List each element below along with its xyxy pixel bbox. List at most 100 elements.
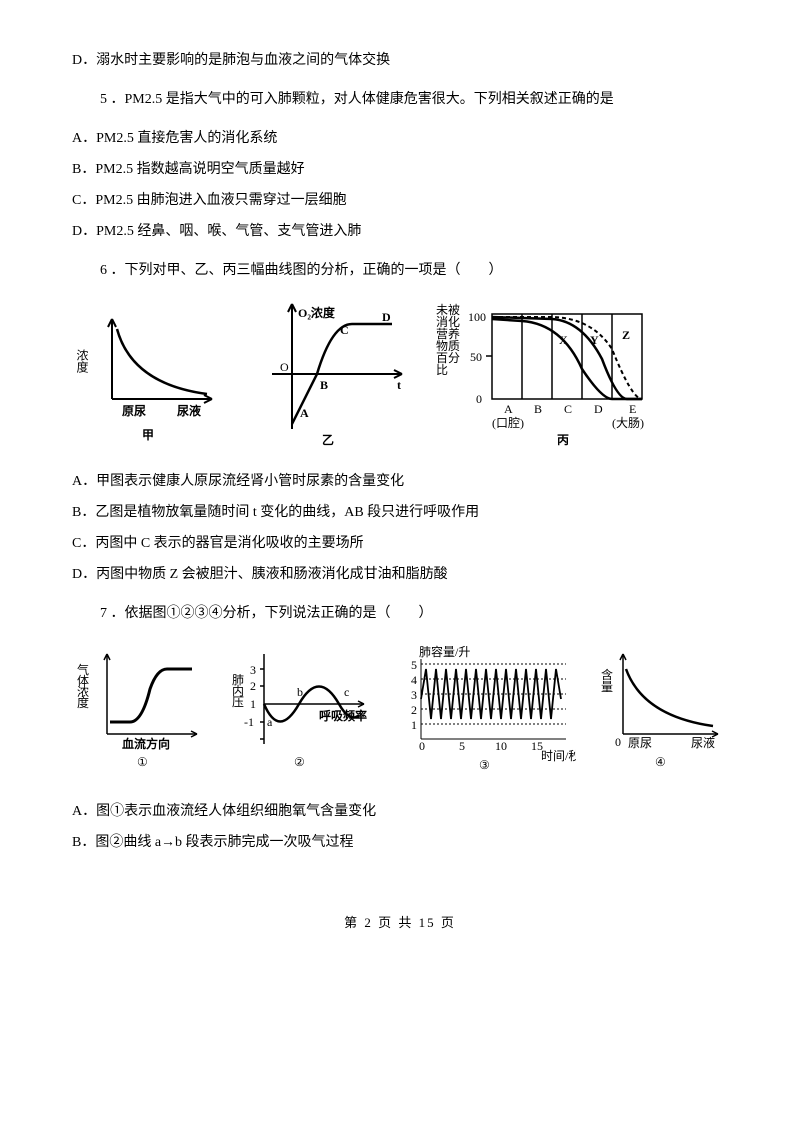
g4-x1: 原尿 — [628, 736, 652, 750]
yi-B: B — [320, 378, 328, 392]
text: C．PM2.5 由肺泡进入血液只需穿过一层细胞 — [72, 193, 347, 208]
q7-stem: 7 ．依据图①②③④分析，下列说法正确的是（ ） — [72, 603, 728, 624]
yi-xlabel: t — [397, 378, 401, 392]
g1-xlabel: 血流方向 — [122, 736, 170, 751]
text: D．丙图中物质 Z 会被胆汁、胰液和肠液消化成甘油和脂肪酸 — [72, 567, 448, 582]
g2-a: a — [267, 715, 273, 729]
q5-option-d: D．PM2.5 经鼻、咽、喉、气管、支气管进入肺 — [72, 221, 728, 242]
g4-caption: ④ — [655, 755, 666, 769]
g1-caption: ① — [137, 755, 148, 769]
figure-4: 含量 0 原尿 尿液 ④ — [593, 644, 728, 781]
g2-t3: 3 — [250, 663, 256, 677]
bing-caption: 丙 — [557, 433, 569, 447]
q7-option-b: B．图②曲线 a→b 段表示肺完成一次吸气过程 — [72, 832, 728, 853]
yi-O: O — [280, 360, 289, 374]
yi-D: D — [382, 310, 391, 324]
q5-option-c: C．PM2.5 由肺泡进入血液只需穿过一层细胞 — [72, 190, 728, 211]
text: 6 ．下列对甲、乙、丙三幅曲线图的分析，正确的一项是（ ） — [100, 263, 503, 278]
text: A．图①表示血液流经人体组织细胞氧气含量变化 — [72, 804, 376, 819]
g2-tn1: -1 — [244, 715, 254, 729]
bing-tick100: 100 — [468, 310, 486, 324]
g3-v5: 5 — [411, 658, 417, 672]
q6-option-b: B．乙图是植物放氧量随时间 t 变化的曲线，AB 段只进行呼吸作用 — [72, 502, 728, 523]
figure-jia: 浓度 原尿 尿液 甲 — [72, 299, 222, 456]
g3-t10: 10 — [495, 739, 507, 753]
text: D．溺水时主要影响的是肺泡与血液之间的气体交换 — [72, 53, 390, 68]
chart-3: 肺容量/升 1 2 3 4 5 0 5 10 15 时间/秒 ③ — [391, 644, 576, 774]
bing-note2: (大肠) — [612, 416, 644, 430]
yi-A: A — [300, 406, 309, 420]
g3-v4: 4 — [411, 673, 417, 687]
text: D．PM2.5 经鼻、咽、喉、气管、支气管进入肺 — [72, 224, 361, 239]
g3-caption: ③ — [479, 758, 490, 772]
g4-ylabel: 含量 — [601, 667, 613, 694]
jia-xlabel1: 原尿 — [122, 403, 146, 418]
bing-D: D — [594, 402, 603, 416]
figure-3: 肺容量/升 1 2 3 4 5 0 5 10 15 时间/秒 ③ — [391, 644, 576, 781]
q7-option-a: A．图①表示血液流经人体组织细胞氧气含量变化 — [72, 801, 728, 822]
q5-option-b: B．PM2.5 指数越高说明空气质量越好 — [72, 159, 728, 180]
g3-v3: 3 — [411, 688, 417, 702]
g1-ylabel: 气体浓度 — [77, 662, 89, 710]
chart-2: 肺内压 3 2 1 -1 a b c 呼吸频率 ② — [224, 644, 374, 774]
bing-note1: (口腔) — [492, 415, 524, 430]
q6-option-c: C．丙图中 C 表示的器官是消化吸收的主要场所 — [72, 533, 728, 554]
bing-E: E — [629, 402, 636, 416]
text: A．PM2.5 直接危害人的消化系统 — [72, 131, 277, 146]
jia-ylabel: 浓度 — [75, 349, 89, 373]
g3-xlabel: 时间/秒 — [541, 749, 576, 763]
g3-ylabel: 肺容量/升 — [419, 644, 470, 659]
footer-text: 第 2 页 共 15 页 — [344, 915, 456, 930]
text: B．乙图是植物放氧量随时间 t 变化的曲线，AB 段只进行呼吸作用 — [72, 505, 479, 520]
yi-C: C — [340, 323, 349, 337]
bing-Y: Y — [590, 333, 599, 347]
chart-1: 气体浓度 血流方向 ① — [72, 644, 207, 774]
yi-ylabel: O₂浓度 — [298, 305, 336, 320]
q6-stem: 6 ．下列对甲、乙、丙三幅曲线图的分析，正确的一项是（ ） — [72, 260, 728, 281]
figure-2: 肺内压 3 2 1 -1 a b c 呼吸频率 ② — [224, 644, 374, 781]
chart-yi: O₂浓度 t O A B C D 乙 — [242, 299, 412, 449]
text: 7 ．依据图①②③④分析，下列说法正确的是（ ） — [100, 606, 433, 621]
text: B．图②曲线 a→b 段表示肺完成一次吸气过程 — [72, 835, 354, 850]
text: A．甲图表示健康人原尿流经肾小管时尿素的含量变化 — [72, 474, 404, 489]
jia-xlabel2: 尿液 — [177, 403, 201, 418]
figure-row-7: 气体浓度 血流方向 ① 肺内压 — [72, 644, 728, 781]
q4-option-d: D．溺水时主要影响的是肺泡与血液之间的气体交换 — [72, 50, 728, 71]
q6-option-a: A．甲图表示健康人原尿流经肾小管时尿素的含量变化 — [72, 471, 728, 492]
g3-t0: 0 — [419, 739, 425, 753]
q6-option-d: D．丙图中物质 Z 会被胆汁、胰液和肠液消化成甘油和脂肪酸 — [72, 564, 728, 585]
chart-bing: 未被 消化 营养 物质 百分 比 100 50 0 A B C D E (口腔)… — [432, 299, 662, 449]
bing-B: B — [534, 402, 542, 416]
bing-Z: Z — [622, 328, 630, 342]
figure-row-6: 浓度 原尿 尿液 甲 O₂浓度 t O A B C — [72, 299, 728, 456]
text: 5 ．PM2.5 是指大气中的可入肺颗粒，对人体健康危害很大。下列相关叙述正确的… — [100, 92, 614, 107]
text: C．丙图中 C 表示的器官是消化吸收的主要场所 — [72, 536, 364, 551]
figure-yi: O₂浓度 t O A B C D 乙 — [242, 299, 412, 456]
g4-x2: 尿液 — [691, 735, 715, 750]
yi-caption: 乙 — [322, 433, 334, 447]
bing-tick0: 0 — [476, 392, 482, 406]
figure-1: 气体浓度 血流方向 ① — [72, 644, 207, 781]
bing-A: A — [504, 402, 513, 416]
chart-4: 含量 0 原尿 尿液 ④ — [593, 644, 728, 774]
jia-caption: 甲 — [142, 428, 154, 442]
text: B．PM2.5 指数越高说明空气质量越好 — [72, 162, 305, 177]
g3-v2: 2 — [411, 703, 417, 717]
g2-c: c — [344, 685, 349, 699]
q5-stem: 5 ．PM2.5 是指大气中的可入肺颗粒，对人体健康危害很大。下列相关叙述正确的… — [72, 89, 728, 110]
page-footer: 第 2 页 共 15 页 — [72, 913, 728, 933]
bing-X: X — [559, 333, 568, 347]
bing-yaxis: 未被 消化 营养 物质 百分 比 — [436, 303, 463, 377]
g3-v1: 1 — [411, 718, 417, 732]
chart-jia: 浓度 原尿 尿液 甲 — [72, 299, 222, 449]
g2-caption: ② — [294, 755, 305, 769]
g2-b: b — [297, 685, 303, 699]
g4-zero: 0 — [615, 735, 621, 749]
q5-option-a: A．PM2.5 直接危害人的消化系统 — [72, 128, 728, 149]
bing-C: C — [564, 402, 572, 416]
g2-t1: 1 — [250, 697, 256, 711]
bing-tick50: 50 — [470, 350, 482, 364]
g2-xlabel: 呼吸频率 — [319, 708, 367, 723]
g2-ylabel: 肺内压 — [232, 673, 244, 709]
figure-bing: 未被 消化 营养 物质 百分 比 100 50 0 A B C D E (口腔)… — [432, 299, 662, 456]
